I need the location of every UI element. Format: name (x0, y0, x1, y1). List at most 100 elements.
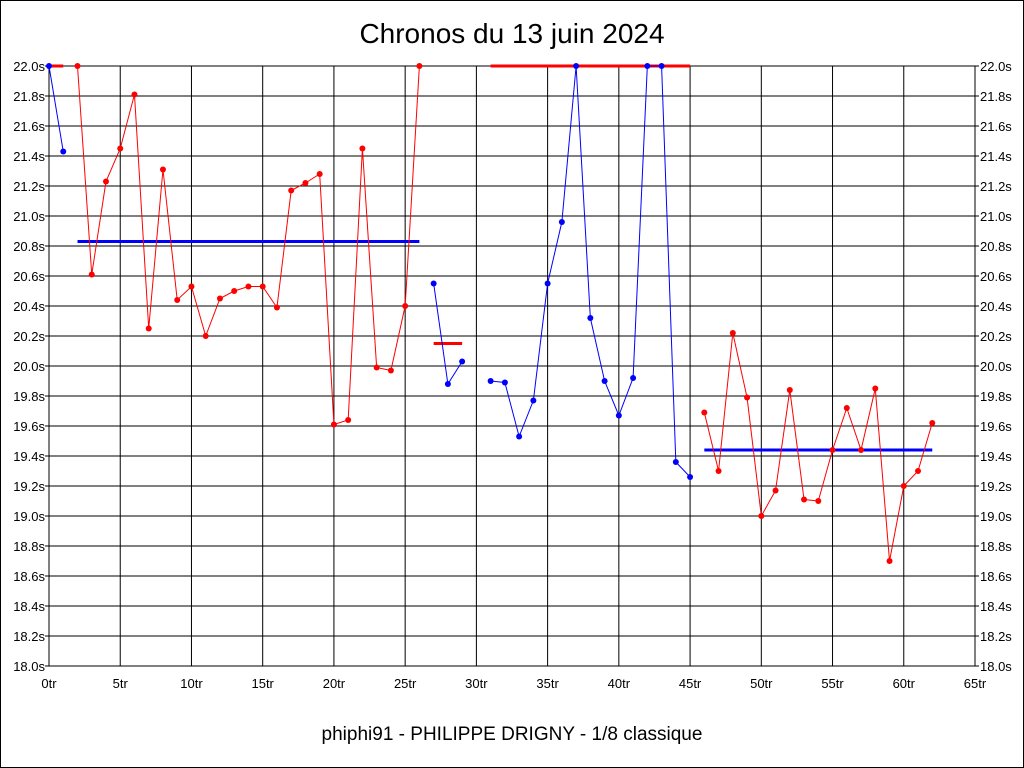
data-point (573, 63, 580, 69)
y-tick-label-right: 20.2s (980, 329, 1012, 344)
data-point (188, 283, 195, 290)
series-line (48, 65, 64, 152)
data-point (46, 63, 52, 69)
data-point (202, 333, 209, 339)
data-point (772, 487, 779, 494)
x-tick-label: 40tr (608, 676, 631, 691)
chart-subtitle: phiphi91 - PHILIPPE DRIGNY - 1/8 classiq… (321, 724, 703, 745)
data-point (359, 145, 366, 152)
y-tick-label-right: 21.8s (980, 89, 1012, 104)
data-point (729, 330, 736, 336)
series-line (433, 283, 463, 386)
y-tick-label-right: 19.6s (980, 419, 1012, 434)
data-point (245, 283, 252, 290)
y-tick-label-left: 18.2s (13, 629, 45, 644)
series-line (703, 332, 933, 562)
y-tick-label-left: 20.4s (13, 299, 45, 314)
data-point (701, 409, 708, 416)
y-tick-label-left: 21.4s (13, 149, 45, 164)
data-point (615, 412, 622, 419)
series-line (76, 65, 420, 426)
y-tick-label-left: 21.2s (13, 179, 45, 194)
data-point (715, 468, 722, 474)
x-tick-label: 5tr (113, 676, 129, 691)
chart-title: Chronos du 13 juin 2024 (359, 18, 665, 49)
y-tick-label-right: 20.0s (980, 359, 1012, 374)
data-point (687, 474, 694, 480)
data-point (145, 325, 152, 332)
y-tick-label-right: 19.0s (980, 509, 1012, 524)
tick-labels: 0tr 5tr 10tr 15tr 20tr 25tr 30tr 35tr 40tr 45tr 50… (13, 59, 1012, 691)
data-point (74, 63, 81, 69)
data-point (858, 447, 865, 453)
y-tick-label-left: 19.0s (13, 509, 45, 524)
y-tick-label-right: 22.0s (980, 59, 1012, 74)
data-point (558, 219, 565, 225)
data-point (744, 394, 751, 401)
data-point (658, 63, 665, 69)
y-tick-label-left: 20.6s (13, 269, 45, 284)
x-tick-label: 10tr (180, 676, 203, 691)
data-point (387, 367, 394, 374)
data-point (843, 405, 850, 411)
data-point (402, 303, 409, 309)
x-tick-label: 55tr (821, 676, 844, 691)
x-tick-label: 60tr (893, 676, 916, 691)
data-point (786, 387, 793, 393)
data-point (501, 379, 508, 386)
data-point (131, 91, 138, 98)
data-point (302, 180, 309, 186)
data-point (345, 417, 352, 423)
data-point (801, 496, 808, 503)
y-tick-label-left: 19.6s (13, 419, 45, 434)
y-tick-label-left: 21.0s (13, 209, 45, 224)
data-point (915, 468, 922, 474)
data-point (330, 421, 337, 428)
x-tick-label: 65tr (964, 676, 987, 691)
y-tick-label-right: 19.2s (980, 479, 1012, 494)
data-point (88, 271, 95, 278)
data-point (430, 280, 437, 287)
data-point (174, 297, 181, 303)
data-point (587, 315, 594, 321)
x-tick-label: 20tr (323, 676, 346, 691)
data-point (886, 558, 893, 564)
y-tick-label-left: 20.0s (13, 359, 45, 374)
data-point (829, 447, 836, 453)
data-point (259, 283, 266, 290)
data-point (60, 148, 67, 155)
y-tick-label-right: 18.4s (980, 599, 1012, 614)
data-point (159, 166, 166, 173)
y-tick-label-left: 18.8s (13, 539, 45, 554)
data-point (231, 288, 238, 294)
y-tick-label-right: 20.8s (980, 239, 1012, 254)
data-point (672, 459, 679, 465)
data-point (872, 385, 879, 392)
data-point (815, 498, 822, 504)
x-tick-label: 30tr (465, 676, 488, 691)
data-point (416, 63, 423, 69)
data-point (929, 420, 936, 426)
y-tick-label-right: 20.6s (980, 269, 1012, 284)
data-point (530, 397, 537, 404)
y-tick-label-left: 18.6s (13, 569, 45, 584)
data-point (459, 358, 466, 365)
grid (48, 65, 976, 667)
x-tick-label: 25tr (394, 676, 417, 691)
series (46, 63, 936, 564)
y-tick-label-right: 21.0s (980, 209, 1012, 224)
y-tick-label-right: 19.4s (980, 449, 1012, 464)
y-tick-label-left: 18.0s (13, 659, 45, 674)
y-tick-label-left: 21.6s (13, 119, 45, 134)
data-point (216, 295, 223, 302)
y-tick-label-left: 19.2s (13, 479, 45, 494)
data-point (544, 280, 551, 287)
y-tick-label-left: 22.0s (13, 59, 45, 74)
y-tick-label-right: 18.0s (980, 659, 1012, 674)
y-tick-label-left: 21.8s (13, 89, 45, 104)
x-tick-label: 35tr (536, 676, 559, 691)
data-point (102, 178, 109, 185)
x-tick-label: 50tr (750, 676, 773, 691)
